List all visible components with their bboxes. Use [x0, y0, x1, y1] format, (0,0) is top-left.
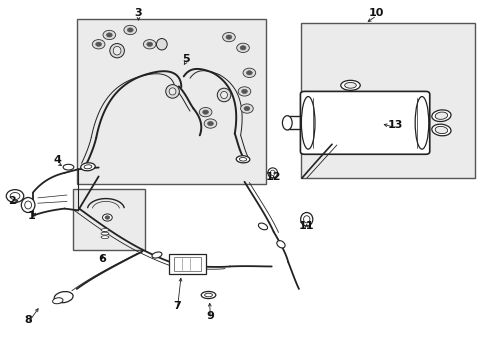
Ellipse shape: [54, 292, 73, 303]
Circle shape: [92, 40, 105, 49]
Ellipse shape: [169, 88, 176, 95]
Text: 11: 11: [298, 221, 314, 231]
Ellipse shape: [220, 91, 227, 99]
Circle shape: [238, 87, 250, 96]
Ellipse shape: [301, 96, 314, 149]
Bar: [173, 257, 201, 271]
Ellipse shape: [110, 44, 124, 58]
Ellipse shape: [340, 80, 360, 90]
Ellipse shape: [84, 165, 92, 169]
Circle shape: [146, 42, 152, 46]
Circle shape: [96, 42, 102, 46]
Ellipse shape: [414, 96, 428, 149]
Ellipse shape: [53, 298, 63, 304]
Circle shape: [240, 104, 253, 113]
FancyBboxPatch shape: [300, 91, 429, 154]
Circle shape: [222, 32, 235, 42]
Circle shape: [105, 216, 110, 219]
Text: 5: 5: [182, 54, 189, 64]
Ellipse shape: [270, 170, 275, 176]
Text: 4: 4: [53, 156, 61, 165]
Ellipse shape: [101, 236, 109, 239]
Ellipse shape: [217, 88, 230, 102]
Ellipse shape: [165, 85, 179, 98]
Circle shape: [240, 46, 245, 50]
Text: 12: 12: [265, 172, 281, 182]
Circle shape: [241, 89, 247, 94]
Bar: [301, 23, 474, 178]
Ellipse shape: [63, 164, 74, 170]
Circle shape: [123, 25, 136, 35]
Circle shape: [102, 214, 112, 221]
Text: 13: 13: [387, 120, 402, 130]
Ellipse shape: [101, 232, 109, 235]
Circle shape: [199, 108, 211, 117]
Ellipse shape: [434, 112, 447, 120]
Ellipse shape: [434, 126, 447, 134]
Ellipse shape: [431, 124, 450, 136]
Circle shape: [203, 119, 216, 128]
Text: 9: 9: [206, 311, 214, 321]
Bar: [73, 189, 145, 249]
Ellipse shape: [81, 163, 95, 171]
Circle shape: [6, 190, 24, 203]
Circle shape: [202, 110, 208, 114]
Text: 2: 2: [8, 197, 16, 206]
Circle shape: [243, 68, 255, 77]
Circle shape: [143, 40, 156, 49]
Ellipse shape: [204, 293, 212, 297]
Circle shape: [127, 28, 133, 32]
Circle shape: [103, 30, 116, 40]
Ellipse shape: [303, 216, 309, 223]
Ellipse shape: [236, 156, 249, 163]
Ellipse shape: [282, 116, 291, 130]
Ellipse shape: [344, 82, 356, 88]
Text: 8: 8: [24, 315, 32, 325]
Text: 3: 3: [134, 8, 142, 18]
Ellipse shape: [25, 201, 31, 209]
Ellipse shape: [276, 240, 285, 248]
Ellipse shape: [201, 292, 215, 298]
Circle shape: [106, 33, 112, 37]
Ellipse shape: [239, 157, 246, 161]
Circle shape: [236, 43, 249, 53]
Ellipse shape: [152, 252, 162, 258]
Bar: [77, 19, 266, 184]
Circle shape: [246, 71, 252, 75]
Circle shape: [10, 193, 20, 200]
Text: 10: 10: [368, 8, 384, 18]
Circle shape: [207, 121, 213, 126]
Bar: [169, 254, 205, 274]
Text: 7: 7: [173, 301, 181, 311]
Ellipse shape: [267, 168, 277, 178]
Ellipse shape: [300, 212, 312, 226]
Ellipse shape: [21, 198, 35, 212]
Text: 1: 1: [28, 211, 35, 221]
Circle shape: [244, 107, 249, 111]
Ellipse shape: [101, 229, 109, 231]
Ellipse shape: [156, 39, 167, 50]
Ellipse shape: [431, 110, 450, 122]
Circle shape: [225, 35, 231, 39]
Ellipse shape: [113, 46, 121, 55]
Text: 6: 6: [99, 253, 106, 264]
Ellipse shape: [258, 223, 267, 230]
